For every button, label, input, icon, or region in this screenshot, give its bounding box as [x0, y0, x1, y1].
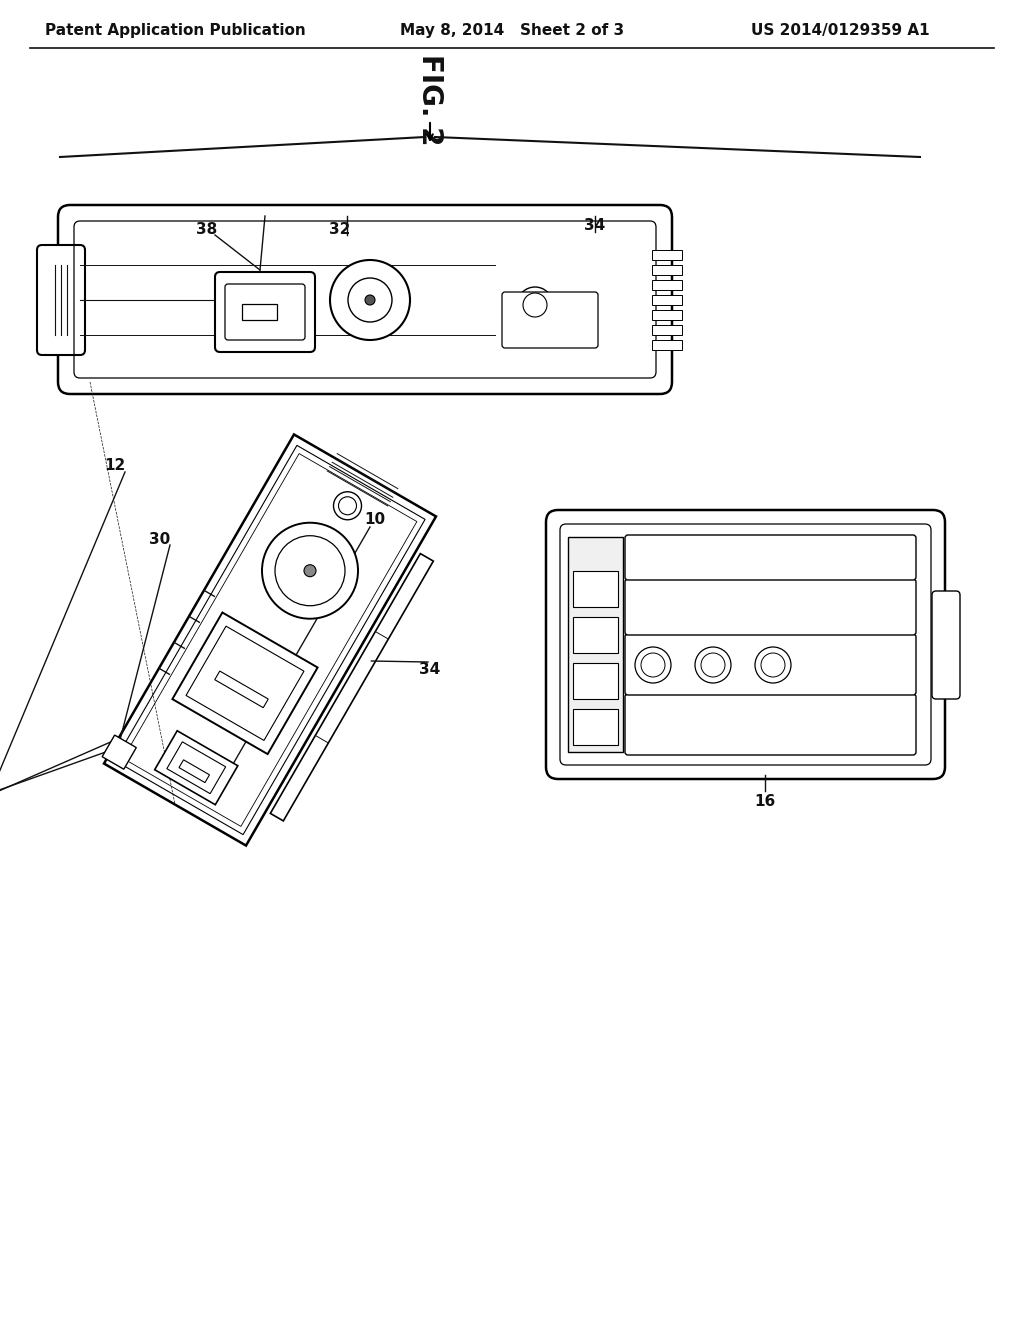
FancyBboxPatch shape — [625, 634, 916, 696]
Text: 30: 30 — [150, 532, 171, 548]
Circle shape — [365, 294, 375, 305]
Polygon shape — [186, 626, 304, 741]
Text: 12: 12 — [104, 458, 126, 473]
Circle shape — [348, 279, 392, 322]
Bar — [242, 304, 278, 319]
Bar — [652, 280, 682, 290]
Text: US 2014/0129359 A1: US 2014/0129359 A1 — [751, 22, 930, 37]
FancyBboxPatch shape — [625, 535, 916, 579]
FancyBboxPatch shape — [625, 694, 916, 755]
Text: B: B — [713, 601, 723, 614]
Text: 34: 34 — [420, 663, 440, 677]
Bar — [573, 572, 618, 607]
Bar — [573, 616, 618, 653]
Text: 34: 34 — [585, 218, 605, 232]
Text: 32: 32 — [330, 223, 350, 238]
Bar — [652, 265, 682, 275]
Text: 2: 2 — [713, 550, 723, 565]
Bar — [573, 709, 618, 744]
Polygon shape — [155, 731, 238, 805]
Text: TOTAL: TOTAL — [751, 715, 790, 725]
Text: N: N — [652, 601, 664, 614]
Circle shape — [755, 647, 791, 682]
Bar — [652, 249, 682, 260]
FancyBboxPatch shape — [37, 246, 85, 355]
Circle shape — [330, 260, 410, 341]
Polygon shape — [215, 671, 268, 708]
Text: O: O — [742, 601, 754, 614]
Bar — [652, 310, 682, 319]
Bar — [652, 294, 682, 305]
Polygon shape — [167, 742, 225, 793]
Text: FIG. 2: FIG. 2 — [416, 54, 444, 145]
Circle shape — [334, 492, 361, 520]
FancyBboxPatch shape — [625, 579, 916, 635]
Circle shape — [641, 653, 665, 677]
Bar — [568, 537, 623, 752]
Bar — [573, 663, 618, 700]
Bar — [652, 341, 682, 350]
Circle shape — [304, 565, 316, 577]
FancyBboxPatch shape — [58, 205, 672, 393]
Polygon shape — [179, 760, 210, 783]
Circle shape — [761, 653, 785, 677]
Text: 38: 38 — [197, 223, 218, 238]
Bar — [652, 325, 682, 335]
Text: 1: 1 — [683, 550, 693, 565]
Circle shape — [635, 647, 671, 682]
FancyBboxPatch shape — [225, 284, 305, 341]
Circle shape — [701, 653, 725, 677]
Text: T: T — [653, 550, 663, 565]
FancyBboxPatch shape — [546, 510, 945, 779]
Polygon shape — [270, 553, 433, 821]
FancyBboxPatch shape — [932, 591, 961, 700]
Polygon shape — [104, 434, 436, 846]
Circle shape — [262, 523, 358, 619]
Text: May 8, 2014   Sheet 2 of 3: May 8, 2014 Sheet 2 of 3 — [400, 22, 624, 37]
Circle shape — [275, 536, 345, 606]
Text: 10: 10 — [365, 512, 386, 528]
Polygon shape — [102, 735, 136, 770]
Circle shape — [523, 293, 547, 317]
Polygon shape — [172, 612, 317, 754]
Circle shape — [517, 286, 553, 323]
FancyBboxPatch shape — [502, 292, 598, 348]
Text: Patent Application Publication: Patent Application Publication — [45, 22, 305, 37]
Circle shape — [695, 647, 731, 682]
Text: 5: 5 — [683, 601, 693, 614]
Text: 16: 16 — [755, 795, 775, 809]
Circle shape — [339, 496, 356, 515]
FancyBboxPatch shape — [215, 272, 315, 352]
